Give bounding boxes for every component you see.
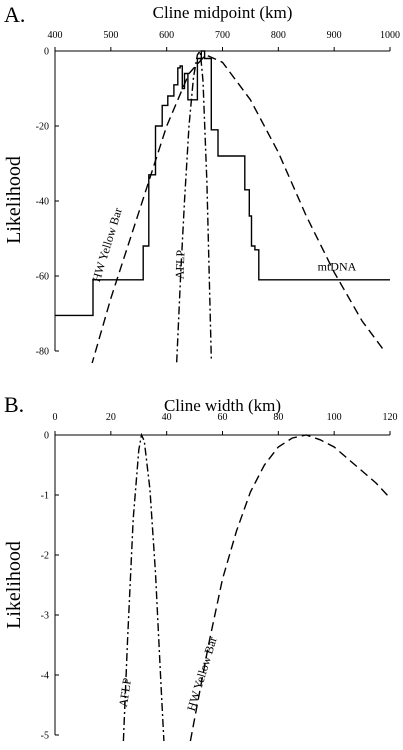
x-tick-label: 60 [218, 412, 228, 423]
x-tick-label: 1000 [380, 30, 400, 41]
series-line-hw-yellow-bar [189, 434, 391, 742]
x-tick-label: 600 [159, 30, 174, 41]
series-line-aflp [176, 49, 212, 363]
series-label: HW Yellow Bar [184, 635, 220, 713]
panel-letter: B. [4, 392, 24, 417]
series-label: AFLP [116, 677, 134, 708]
y-tick-label: 0 [44, 431, 49, 442]
y-axis-label: Likelihood [3, 541, 25, 629]
y-tick-label: -1 [41, 491, 49, 502]
series-line-aflp [122, 433, 165, 742]
y-tick-label: -40 [36, 197, 49, 208]
series-label: mtDNA [318, 259, 357, 273]
panel-b: B. Cline width (km) Likelihood 0 20 40 60 80 100… [3, 392, 398, 742]
x-axis-title: Cline width (km) [164, 396, 281, 415]
x-tick-label: 400 [48, 30, 63, 41]
x-tick-label: 900 [327, 30, 342, 41]
panel-letter: A. [4, 2, 25, 27]
y-tick-label: -3 [41, 611, 49, 622]
y-tick-label: -60 [36, 272, 49, 283]
x-tick-label: 0 [53, 412, 58, 423]
x-tick-label: 800 [271, 30, 286, 41]
x-tick-label: 80 [273, 412, 283, 423]
panel-a: A. Cline midpoint (km) Likelihood 400 500 600… [3, 2, 400, 363]
y-axis-label: Likelihood [3, 156, 25, 244]
y-tick-label: -20 [36, 122, 49, 133]
y-tick-label: -5 [41, 731, 49, 742]
y-tick-label: -2 [41, 551, 49, 562]
x-axis-title: Cline midpoint (km) [153, 3, 293, 22]
x-tick-label: 20 [106, 412, 116, 423]
y-tick-label: -80 [36, 347, 49, 358]
x-tick-label: 700 [215, 30, 230, 41]
series-label: AFLP [172, 249, 187, 279]
y-tick-label: -4 [41, 671, 49, 682]
x-tick-label: 100 [327, 412, 342, 423]
x-tick-label: 500 [103, 30, 118, 41]
series-line-mtdna [55, 50, 390, 317]
y-tick-label: 0 [44, 47, 49, 58]
x-tick-label: 120 [383, 412, 398, 423]
x-tick-label: 40 [162, 412, 172, 423]
series-line-hw-yellow-bar [91, 53, 385, 363]
